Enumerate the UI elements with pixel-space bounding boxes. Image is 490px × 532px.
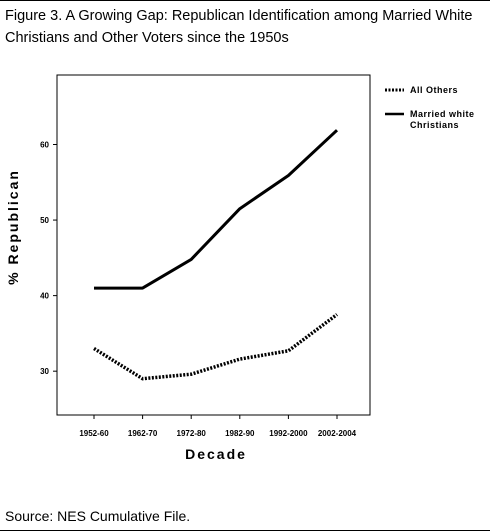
y-tick-label: 50 [40, 216, 49, 225]
x-axis-title: Decade [185, 446, 247, 462]
x-tick-label: 1952-60 [79, 429, 109, 438]
x-tick-label: 1992-2000 [269, 429, 308, 438]
legend-label-0: All Others [410, 85, 458, 95]
figure-title: Figure 3. A Growing Gap: Republican Iden… [5, 8, 473, 46]
y-tick-label: 60 [40, 141, 49, 150]
plot-frame [56, 74, 371, 416]
x-tick-label: 2002-2004 [318, 429, 357, 438]
series-line-1 [94, 129, 339, 290]
series-line-0 [93, 313, 339, 381]
bottom-rule [0, 530, 490, 531]
chart-series [93, 129, 339, 381]
y-tick-label: 40 [40, 292, 49, 301]
x-tick-label: 1982-90 [225, 429, 255, 438]
chart-legend: All Others Married white Christians [385, 85, 475, 130]
x-tick-label: 1972-80 [177, 429, 207, 438]
top-rule [0, 0, 490, 1]
y-axis-title: % Republican [5, 169, 21, 285]
chart-axes: 30 40 50 60 1952-60 1962-70 1972-80 1982-90 1992… [40, 74, 371, 438]
legend-label-1: Married white Christians [410, 109, 475, 130]
y-tick-label: 30 [40, 367, 49, 376]
source-note: Source: NES Cumulative File. [5, 508, 191, 524]
x-tick-label: 1962-70 [128, 429, 158, 438]
